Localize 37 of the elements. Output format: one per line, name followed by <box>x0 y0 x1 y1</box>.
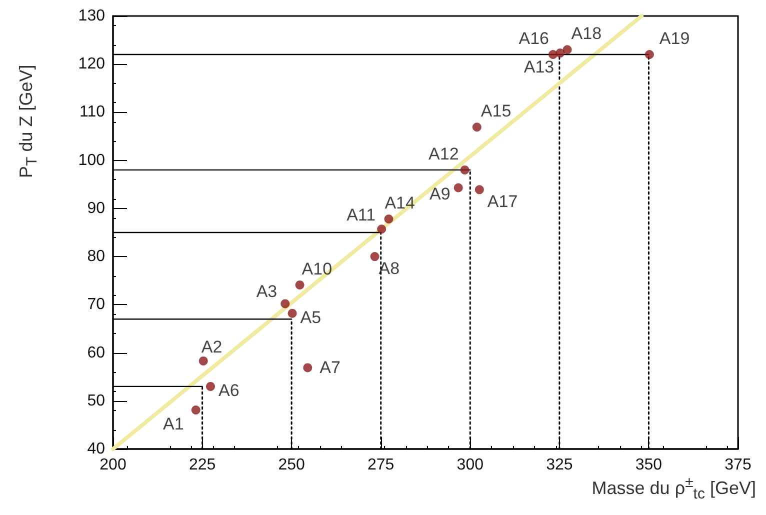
annotation: A12 <box>428 144 459 164</box>
annotation: A7 <box>320 358 340 378</box>
y-tick-label: 40 <box>87 440 106 458</box>
y-tick-label: 70 <box>87 296 106 314</box>
annotation: A1 <box>163 414 184 434</box>
annotation: A11 <box>346 206 376 225</box>
y-tick-label: 60 <box>87 344 106 362</box>
annotation: A14 <box>384 194 415 213</box>
x-tick-label: 375 <box>724 456 752 474</box>
x-axis-title: Masse du ρ$^{±}$$_{tc}$ [GeV] <box>592 474 756 503</box>
annotation: A18 <box>571 24 602 44</box>
annotation: A10 <box>302 259 332 278</box>
y-tick-label: 110 <box>79 104 106 121</box>
y-tick-label: 130 <box>78 8 106 24</box>
y-tick-label: 90 <box>87 200 106 217</box>
x-tick-label: 200 <box>100 456 126 474</box>
x-tick-label: 250 <box>278 456 306 474</box>
annotation: A15 <box>480 102 512 121</box>
annotation: A6 <box>218 380 240 400</box>
y-tick-label: 100 <box>78 152 106 169</box>
y-tick-label: 80 <box>87 248 106 266</box>
annotation: A16 <box>518 28 549 48</box>
annotation: A3 <box>256 282 278 302</box>
x-tick-label: 300 <box>456 456 484 474</box>
x-tick-label: 275 <box>368 456 394 474</box>
annotation: A19 <box>659 28 690 48</box>
annotation: A9 <box>430 184 450 204</box>
annotation: A17 <box>487 192 518 212</box>
annotation: A13 <box>524 58 554 77</box>
annotation: A2 <box>201 337 222 356</box>
x-tick-label: 350 <box>635 456 662 474</box>
annotation: A5 <box>300 308 322 327</box>
x-tick-label: 225 <box>188 456 216 474</box>
y-tick-label: 50 <box>87 392 106 410</box>
annotation: A8 <box>378 259 400 278</box>
x-tick-label: 325 <box>546 456 573 474</box>
y-tick-label: 120 <box>78 56 106 73</box>
